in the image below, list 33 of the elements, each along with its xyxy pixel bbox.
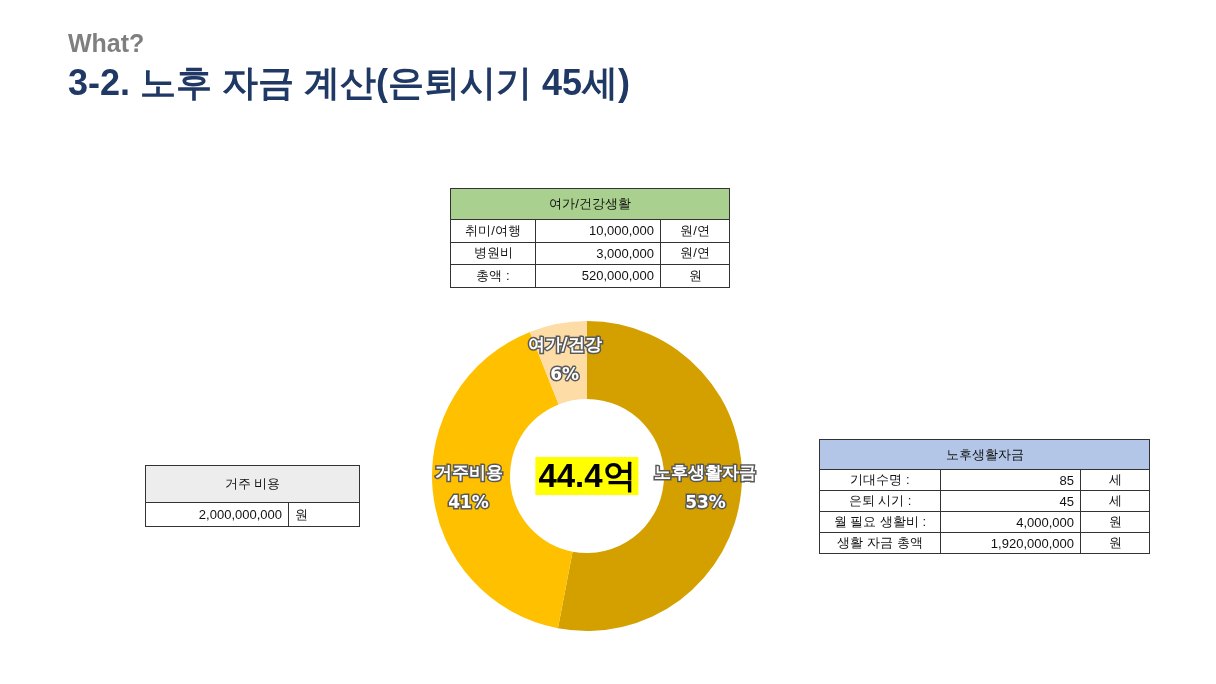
text: 거주 비용 — [145, 465, 360, 503]
slice-label: 거주비용 — [434, 462, 503, 483]
category-label: 원 — [1108, 514, 1122, 529]
text: 520,000,000 — [581, 268, 654, 284]
category-label: 취미/여행 — [465, 222, 521, 238]
category-label: 원 — [1108, 535, 1122, 550]
category-label: 원/연 — [680, 222, 710, 238]
text: 85 — [1059, 472, 1074, 488]
category-label: 원 — [688, 267, 702, 283]
text: 1,920,000,000 — [990, 535, 1074, 551]
category-label: 세 — [1108, 493, 1122, 508]
category-label: 원/연 — [680, 245, 710, 261]
text: 2,000,000,000 — [198, 507, 282, 522]
text: 10,000,000 — [588, 223, 654, 239]
text: 여가/건강생활 — [450, 188, 730, 220]
category-label: 원 — [295, 506, 308, 522]
text: What? — [68, 28, 145, 58]
chart-title: 3-2. 노후 자금 계산(은퇴시기 45세) — [68, 61, 631, 105]
category-label: 월 필요 생활비 : — [833, 514, 927, 529]
category-label: 총액 : — [476, 267, 510, 283]
category-label: 생활 자금 총액 — [837, 535, 923, 550]
text: 45 — [1059, 493, 1074, 509]
data-label: 6% — [550, 364, 580, 385]
text: 44.4억 — [535, 457, 639, 495]
data-label: 53% — [685, 492, 726, 513]
data-label: 41% — [448, 492, 489, 513]
text: 4,000,000 — [1016, 514, 1074, 530]
category-label: 은퇴 시기 : — [848, 493, 912, 508]
category-label: 세 — [1108, 472, 1122, 487]
text: 노후생활자금 — [819, 439, 1150, 470]
category-label: 병원비 — [473, 245, 513, 261]
category-label: 기대수명 : — [850, 472, 910, 487]
text: 3,000,000 — [596, 245, 654, 261]
